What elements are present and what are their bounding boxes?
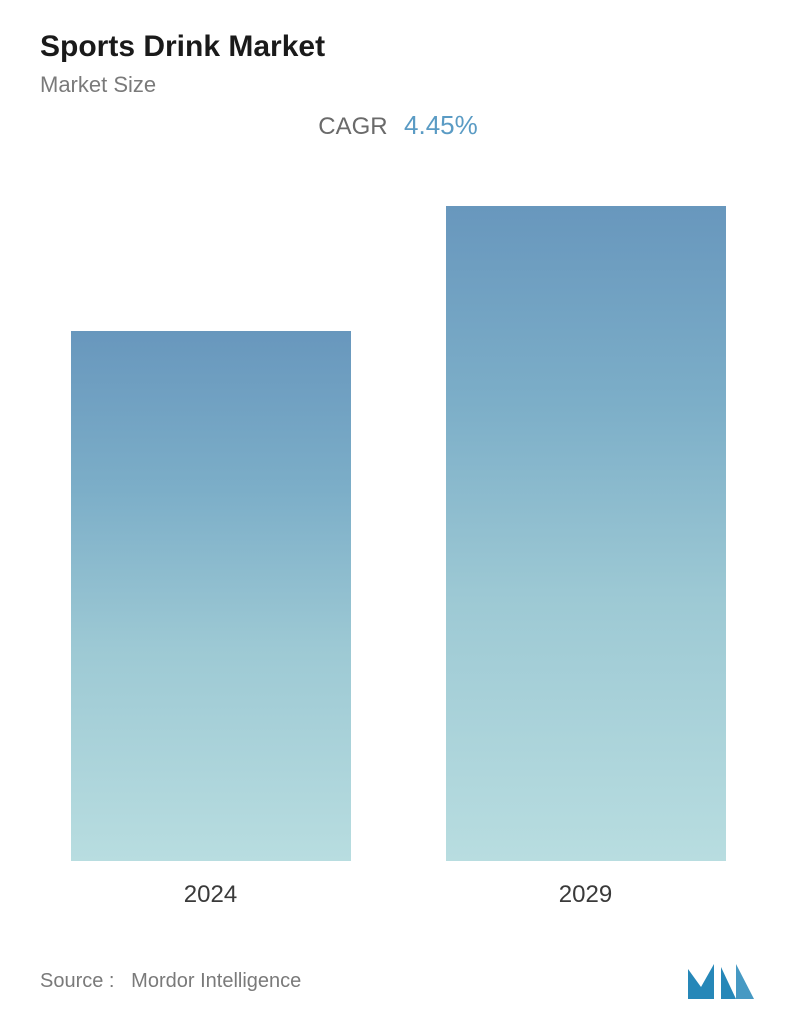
bar-group-0: 2024	[71, 331, 351, 909]
bar-0	[71, 331, 351, 861]
chart-title: Sports Drink Market	[40, 30, 756, 64]
cagr-row: CAGR 4.45%	[40, 110, 756, 141]
source-name: Mordor Intelligence	[131, 970, 301, 992]
cagr-value: 4.45%	[404, 110, 478, 140]
footer: Source : Mordor Intelligence	[40, 929, 756, 1004]
chart-subtitle: Market Size	[40, 72, 756, 98]
source-label: Source :	[40, 970, 114, 992]
bar-group-1: 2029	[446, 206, 726, 909]
bar-label-0: 2024	[184, 881, 237, 909]
cagr-label: CAGR	[318, 113, 387, 140]
chart-area: 2024 2029	[40, 181, 756, 929]
bar-1	[446, 206, 726, 861]
brand-logo	[686, 959, 756, 1004]
source-text: Source : Mordor Intelligence	[40, 970, 301, 993]
mordor-logo-icon	[686, 959, 756, 1004]
bar-label-1: 2029	[559, 881, 612, 909]
